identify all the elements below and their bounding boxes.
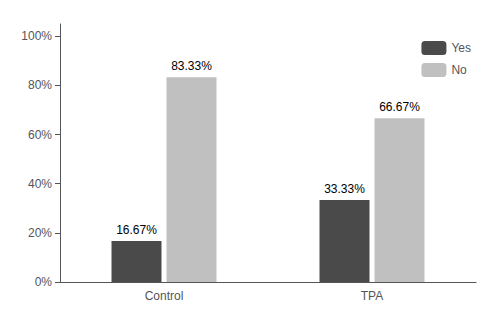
svg-text:No: No <box>451 63 467 77</box>
svg-text:20%: 20% <box>28 226 52 240</box>
svg-text:16.67%: 16.67% <box>116 223 157 237</box>
svg-text:66.67%: 66.67% <box>379 100 420 114</box>
svg-text:60%: 60% <box>28 128 52 142</box>
svg-text:40%: 40% <box>28 177 52 191</box>
svg-text:Control: Control <box>145 289 184 303</box>
svg-text:TPA: TPA <box>361 289 383 303</box>
svg-text:33.33%: 33.33% <box>324 182 365 196</box>
svg-text:80%: 80% <box>28 78 52 92</box>
svg-text:83.33%: 83.33% <box>171 59 212 73</box>
svg-text:100%: 100% <box>21 29 52 43</box>
svg-text:0%: 0% <box>35 275 53 289</box>
svg-text:Yes: Yes <box>451 41 471 55</box>
